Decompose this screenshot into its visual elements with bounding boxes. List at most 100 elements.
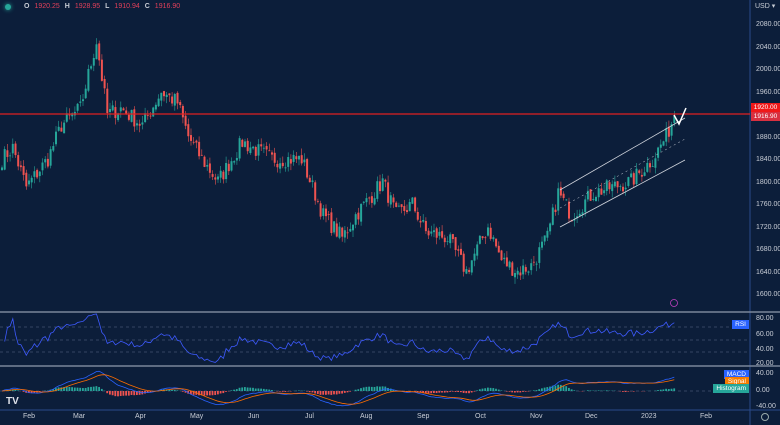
macd-histogram-bar [381,386,384,391]
candle-body [141,122,144,125]
macd-histogram-bar [481,388,484,391]
macd-histogram-bar [514,391,516,393]
macd-histogram-bar [554,385,557,391]
macd-histogram-bar [222,391,225,394]
currency-selector[interactable]: USD ▾ [755,3,776,10]
macd-histogram-bar [551,385,554,391]
low-value: 1910.94 [114,3,140,10]
candle-body [238,138,241,159]
candle-body [443,237,446,243]
candle-body [462,253,465,272]
candle-body [154,104,157,110]
candle-body [527,271,530,273]
macd-histogram-bar [622,391,624,392]
candle-body [130,109,133,122]
macd-histogram-bar [73,387,76,391]
candle-body [171,96,174,104]
macd-histogram-bar [82,388,84,391]
candle-body [360,203,363,222]
candle-body [406,210,408,212]
candle-body [376,181,379,199]
candle-body [613,181,616,187]
macd-histogram-bar [257,388,260,391]
candle-body [276,163,279,168]
open-label: O [24,3,30,10]
macd-histogram-bar [341,391,343,394]
candle-body [379,181,381,192]
candle-body [511,262,514,276]
macd-histogram-bar [449,391,451,392]
signal-label: Signal [724,377,749,386]
candle-body [362,201,365,203]
candle-body [271,152,273,155]
macd-histogram-bar [60,387,63,391]
macd-histogram-bar [438,391,441,393]
event-marker-icon [670,299,678,307]
macd-histogram-bar [443,391,446,393]
price-axis-label: 1880.00 [756,133,780,141]
macd-histogram-bar [487,387,489,391]
candle-body [319,203,322,217]
macd-histogram-bar [338,391,341,394]
candle-body [254,146,257,156]
market-status-icon [5,3,11,10]
candle-body [611,184,614,192]
macd-histogram-bar [268,389,271,391]
macd-histogram-bar [565,386,568,391]
macd-histogram-bar [433,391,435,394]
candle-body [211,174,214,177]
candle-body [230,161,233,171]
candle-body [433,230,435,233]
candle-body [665,128,668,142]
candle-body [457,249,460,251]
candle-body [125,110,128,114]
macd-histogram-bar [146,391,149,393]
candle-body [41,162,44,171]
macd-histogram-bar [489,387,492,391]
macd-histogram-bar [217,391,219,395]
candle-body [384,179,387,182]
candle-body [465,269,468,274]
candle-body [338,226,341,238]
macd-histogram-bar [543,387,546,391]
macd-histogram-bar [125,391,127,396]
candle-body [268,150,271,152]
macd-histogram-bar [357,389,360,391]
settings-gear-icon[interactable] [761,413,769,421]
candle-body [427,230,430,236]
candle-body [55,131,57,145]
candle-body [349,228,352,232]
candle-body [138,123,141,126]
candle-body [619,186,622,187]
candle-body [565,199,568,201]
candle-body [30,177,33,183]
candle-body [95,44,98,60]
candle-body [68,114,71,116]
candle-body [411,197,414,204]
candle-body [160,92,163,101]
rsi-axis-label: 60.00 [756,331,774,338]
candle-body [605,180,608,191]
candle-body [327,214,330,215]
macd-histogram-bar [524,391,527,392]
candle-body [133,109,136,127]
time-axis-label: Jul [305,413,314,420]
candle-body [470,260,473,273]
candle-body [608,182,611,190]
projection-arrow-icon [673,107,687,126]
macd-histogram-bar [454,391,457,392]
macd-histogram-bar [468,391,470,394]
macd-histogram-bar [106,391,109,394]
macd-histogram-bar [424,391,427,394]
candle-body [635,168,638,185]
candle-body [514,273,516,278]
candle-body [541,241,543,248]
candle-body [646,162,649,172]
macd-histogram-bar [505,391,508,392]
macd-histogram-bar [117,391,119,397]
macd-histogram-bar [28,391,30,394]
candle-body [505,257,508,267]
candle-body [49,149,52,166]
candle-body [122,108,125,111]
